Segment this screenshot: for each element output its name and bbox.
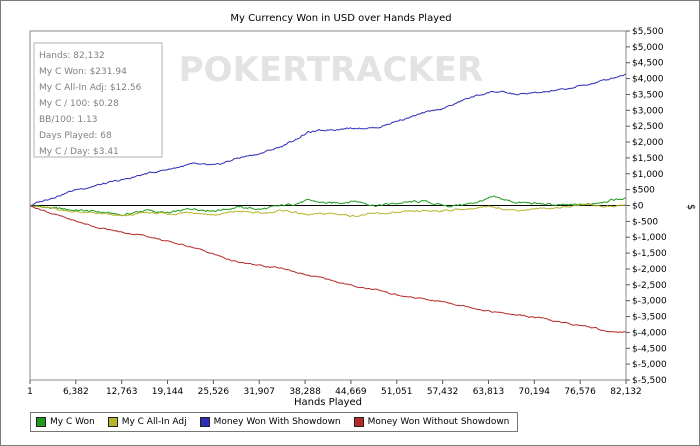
legend-item-with-showdown[interactable]: Money Won With Showdown <box>195 417 349 427</box>
stat-per-day: My C / Day: $3.41 <box>39 147 119 157</box>
y-tick-label-12: $-500 <box>632 217 658 227</box>
y-tick-label-5: $3,000 <box>632 106 664 116</box>
chart-title: My Currency Won in USD over Hands Played <box>230 13 451 24</box>
y-tick-label-7: $2,000 <box>632 138 664 148</box>
x-tick-label-5: 31,907 <box>243 387 275 397</box>
series-line-3 <box>29 205 627 333</box>
series-lines <box>29 73 627 333</box>
stat-won: My C Won: $231.94 <box>39 67 127 77</box>
legend: My C Won My C All-In Adj Money Won With … <box>30 412 519 432</box>
legend-item-without-showdown[interactable]: Money Won Without Showdown <box>349 417 518 427</box>
stats-box: Hands: 82,132 My C Won: $231.94 My C All… <box>33 42 163 158</box>
series-line-2 <box>29 73 627 206</box>
x-tick-label-13: 82,132 <box>610 387 642 397</box>
legend-label-with-showdown: Money Won With Showdown <box>213 417 341 427</box>
legend-item-my-c-won[interactable]: My C Won <box>31 417 103 427</box>
y-tick-label-3: $4,000 <box>632 75 664 85</box>
stats-box-frame <box>33 42 163 158</box>
y-tick-label-9: $1,000 <box>632 170 664 180</box>
x-axis-label: Hands Played <box>294 397 362 408</box>
legend-swatch-all-in-adj <box>107 417 118 427</box>
y-tick-label-10: $500 <box>632 186 655 196</box>
y-tick-label-22: $-5,500 <box>632 376 667 386</box>
y-tick-label-15: $-2,000 <box>632 265 667 275</box>
y-axis: $5,500 $5,000 $4,500 $4,000 $3,500 $3,000 $2,5… <box>626 27 667 386</box>
stat-days-played: Days Played: 68 <box>39 131 112 141</box>
y-tick-label-0: $5,500 <box>632 27 664 37</box>
y-tick-label-21: $-5,000 <box>632 360 667 370</box>
y-tick-label-17: $-3,000 <box>632 297 667 307</box>
y-axis-label: $ <box>685 204 696 210</box>
y-tick-label-4: $3,500 <box>632 90 664 100</box>
legend-swatch-with-showdown <box>199 417 210 427</box>
y-tick-label-16: $-2,500 <box>632 281 667 291</box>
x-tick-label-6: 38,288 <box>289 387 321 397</box>
x-tick-label-0: 1 <box>27 387 33 397</box>
y-tick-label-13: $-1,000 <box>632 233 667 243</box>
x-tick-label-2: 12,763 <box>106 387 138 397</box>
y-tick-label-19: $-4,000 <box>632 328 667 338</box>
legend-swatch-without-showdown <box>353 417 364 427</box>
y-tick-label-8: $1,500 <box>632 154 664 164</box>
x-tick-label-9: 57,432 <box>427 387 459 397</box>
series-line-0 <box>29 195 627 217</box>
x-tick-label-8: 51,051 <box>381 387 413 397</box>
y-tick-label-6: $2,500 <box>632 122 664 132</box>
legend-swatch-my-c-won <box>36 417 46 427</box>
x-tick-label-11: 70,194 <box>519 387 551 397</box>
y-tick-label-14: $-1,500 <box>632 249 667 259</box>
x-axis: 1 6,382 12,763 19,144 25,526 31,907 38,288 44,6… <box>27 380 642 397</box>
legend-item-all-in-adj[interactable]: My C All-In Adj <box>103 417 195 427</box>
pokertracker-watermark: POKERTRACKER <box>179 50 483 90</box>
legend-label-without-showdown: Money Won Without Showdown <box>367 417 510 427</box>
x-tick-label-10: 63,813 <box>473 387 505 397</box>
y-tick-label-20: $-4,500 <box>632 344 667 354</box>
y-tick-label-11: $0 <box>632 202 644 212</box>
stat-hands: Hands: 82,132 <box>39 51 105 61</box>
stat-allin-adj: My C All-In Adj: $12.56 <box>39 83 142 93</box>
series-line-1 <box>29 203 626 218</box>
legend-label-all-in-adj: My C All-In Adj <box>121 417 187 427</box>
stat-bb-per-100: BB/100: 1.13 <box>39 115 98 125</box>
y-tick-label-18: $-3,500 <box>632 313 667 323</box>
y-tick-label-1: $5,000 <box>632 43 664 53</box>
x-tick-label-1: 6,382 <box>63 387 89 397</box>
legend-label-my-c-won: My C Won <box>50 417 95 427</box>
x-tick-label-4: 25,526 <box>198 387 230 397</box>
x-tick-label-3: 19,144 <box>152 387 184 397</box>
stat-per-100: My C / 100: $0.28 <box>39 99 119 109</box>
x-tick-label-7: 44,669 <box>335 387 367 397</box>
x-tick-label-12: 76,576 <box>564 387 596 397</box>
y-tick-label-2: $4,500 <box>632 59 664 69</box>
